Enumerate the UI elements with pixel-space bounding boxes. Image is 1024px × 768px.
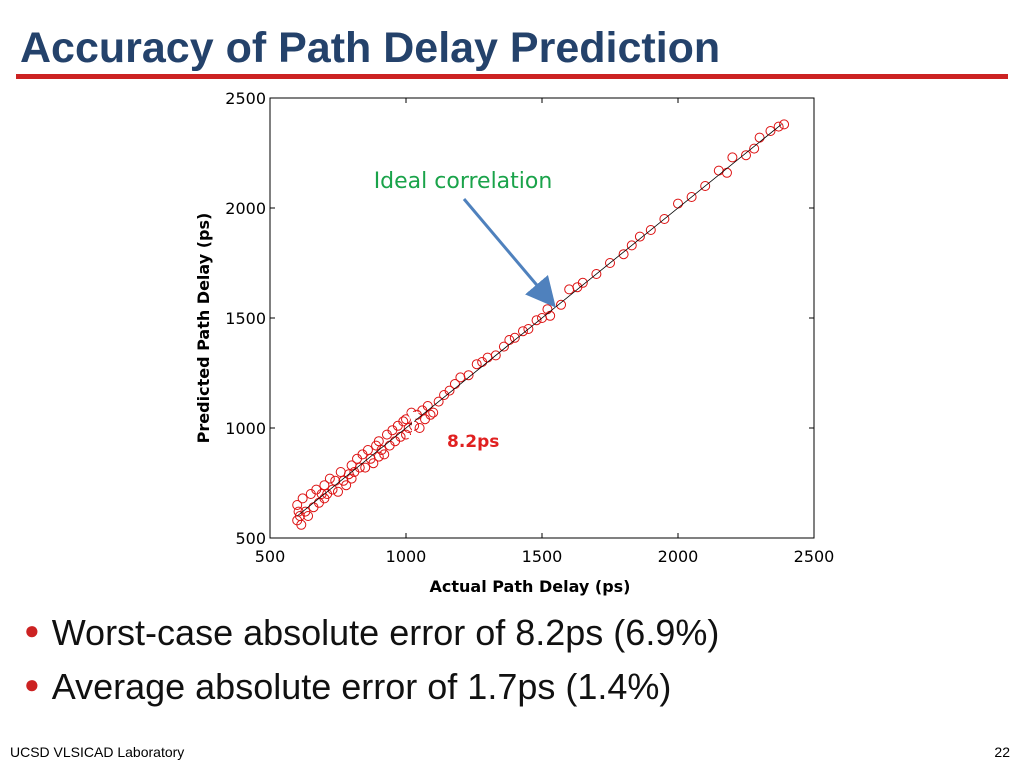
point	[673, 198, 683, 209]
point	[425, 409, 436, 420]
point	[341, 480, 352, 491]
point	[523, 324, 534, 334]
x-tick-label: 1000	[386, 547, 427, 566]
page-number: 22	[994, 744, 1010, 760]
point	[556, 299, 567, 310]
point	[296, 519, 307, 530]
point	[428, 407, 439, 418]
x-axis-label: Actual Path Delay (ps)	[430, 577, 631, 596]
point	[773, 121, 784, 132]
reference-line	[296, 124, 782, 517]
point	[379, 449, 390, 460]
point	[509, 332, 520, 343]
point	[444, 385, 455, 396]
point	[741, 150, 751, 161]
point	[626, 240, 637, 251]
slide-title: Accuracy of Path Delay Prediction	[20, 24, 721, 72]
bullet: ● Worst-case absolute error of 8.2ps (6.9…	[24, 612, 720, 653]
point	[324, 473, 335, 484]
point	[634, 231, 645, 242]
point	[721, 167, 732, 178]
point	[577, 277, 588, 288]
point	[779, 119, 790, 130]
point	[327, 484, 338, 495]
point	[362, 445, 373, 455]
point	[504, 335, 515, 345]
point	[471, 359, 482, 370]
point	[292, 500, 303, 510]
x-tick-label: 1500	[522, 547, 563, 566]
point	[659, 214, 670, 224]
point	[463, 370, 474, 381]
point	[727, 152, 738, 163]
point	[346, 473, 357, 484]
point	[564, 284, 575, 295]
point	[517, 326, 528, 337]
point	[354, 462, 365, 473]
point	[360, 462, 371, 473]
point	[373, 451, 384, 462]
bullet-list: ● Worst-case absolute error of 8.2ps (6.9…	[24, 612, 719, 720]
x-tick-label: 500	[255, 547, 286, 566]
point	[490, 350, 501, 361]
footer-left: UCSD VLSICAD Laboratory	[10, 744, 185, 760]
y-tick-label: 1500	[225, 309, 266, 328]
point	[749, 143, 760, 154]
point	[373, 436, 384, 447]
point	[319, 480, 330, 491]
point	[713, 165, 724, 176]
point	[333, 486, 343, 497]
point	[645, 225, 656, 235]
point	[433, 396, 444, 407]
point	[406, 407, 417, 418]
point	[686, 192, 697, 202]
point	[754, 132, 765, 143]
point	[700, 181, 711, 191]
point	[591, 269, 602, 279]
point	[498, 341, 509, 352]
y-axis-label: Predicted Path Delay (ps)	[194, 213, 213, 444]
bullet: ● Average absolute error of 1.7ps (1.4%)	[24, 666, 672, 707]
y-tick-label: 2500	[225, 89, 266, 108]
annotation: 8.2ps	[447, 432, 499, 452]
point	[368, 458, 379, 469]
annotation-arrow	[462, 198, 556, 308]
bullet-text: Worst-case absolute error of 8.2ps (6.9%…	[51, 612, 720, 653]
point	[605, 258, 615, 268]
y-tick-label: 1000	[225, 419, 266, 438]
y-tick-label: 2000	[225, 199, 266, 218]
point	[297, 493, 308, 504]
point	[531, 315, 542, 326]
y-tick-label: 500	[235, 529, 266, 548]
point	[414, 423, 425, 433]
title-rule	[16, 74, 1008, 79]
x-tick-label: 2000	[658, 547, 699, 566]
point	[455, 372, 466, 383]
annotation: Ideal correlation	[374, 169, 553, 194]
point	[618, 249, 629, 260]
point	[335, 467, 346, 477]
point	[330, 475, 341, 486]
point	[765, 126, 776, 136]
bullet-text: Average absolute error of 1.7ps (1.4%)	[51, 666, 672, 707]
point	[303, 511, 314, 521]
point	[409, 420, 420, 431]
x-tick-label: 2500	[794, 547, 835, 566]
chart: 500 1000 1500 2000 2500 500 1000 1500 2000 2500 Ac…	[194, 89, 835, 596]
